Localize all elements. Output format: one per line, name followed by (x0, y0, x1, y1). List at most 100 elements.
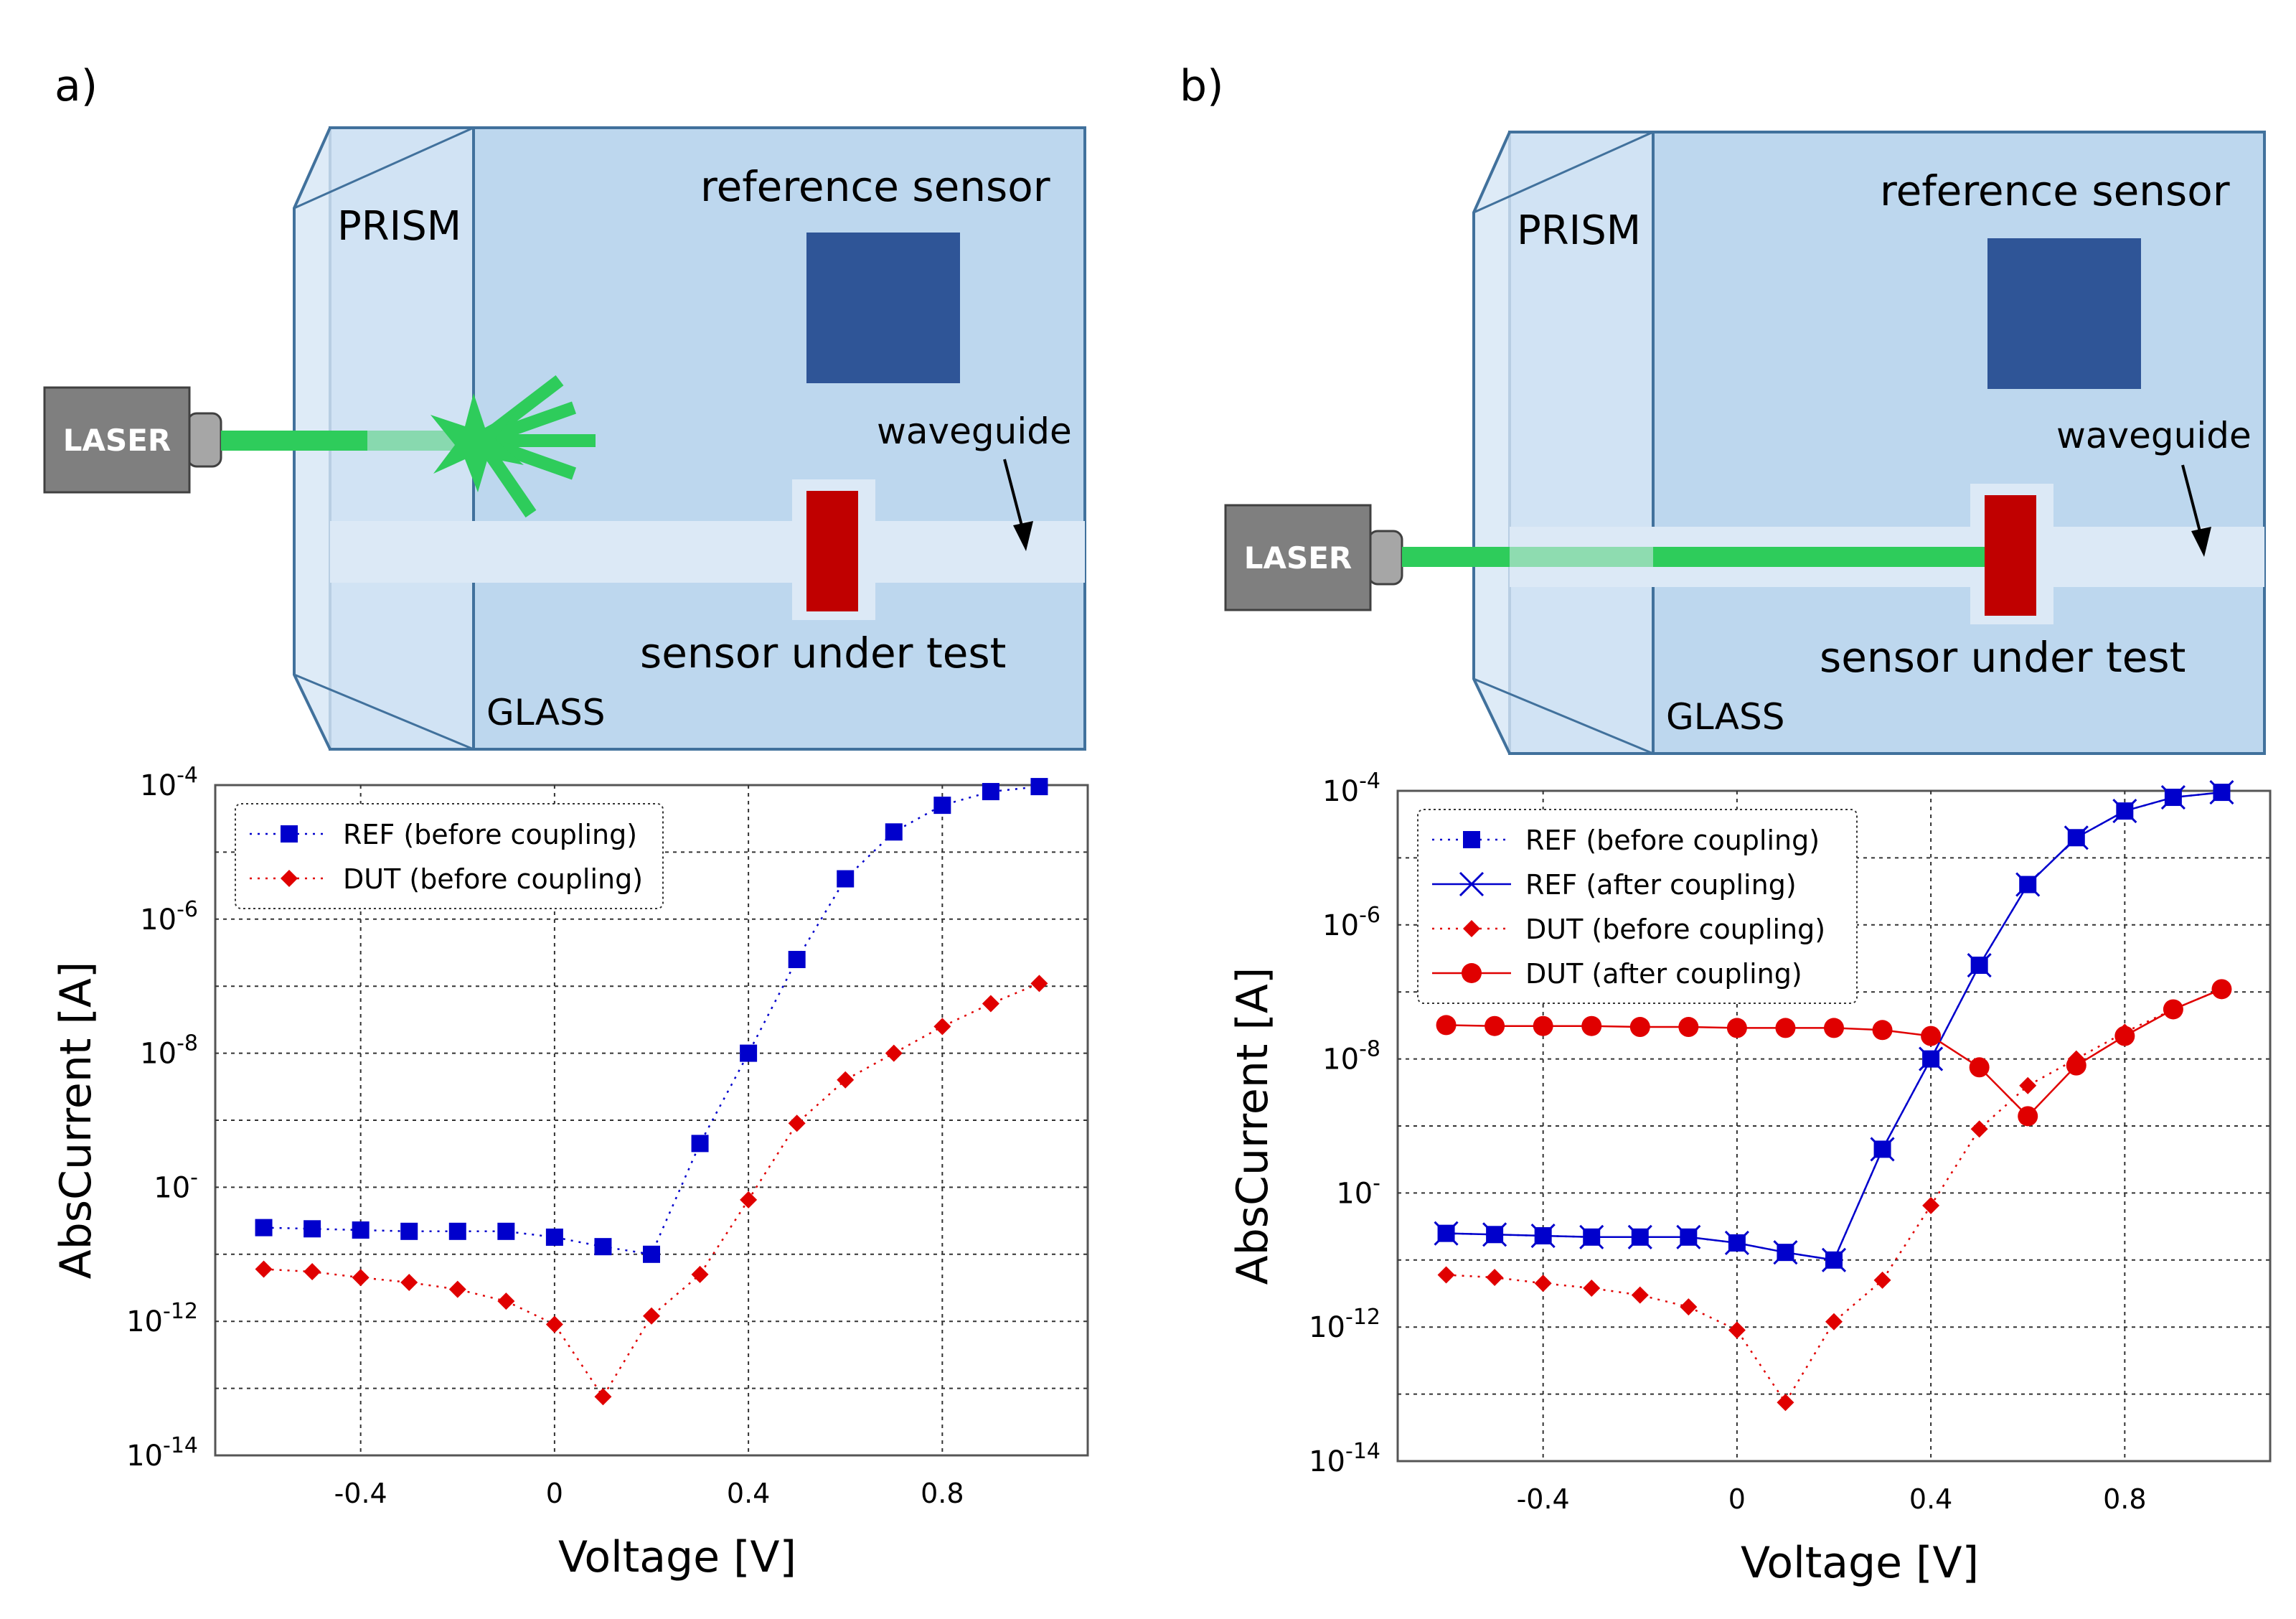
data-point-x (2160, 784, 2186, 810)
data-point-x (1870, 1137, 1895, 1162)
prism-label: PRISM (1517, 207, 1641, 254)
waveguide (330, 521, 1085, 583)
data-point-x (2112, 799, 2137, 824)
data-point-square (982, 783, 999, 801)
y-tick-label: 10- (1336, 1170, 1380, 1210)
waveguide-label: waveguide (877, 410, 1072, 452)
y-tick-label: 10-4 (1322, 769, 1380, 808)
x-tick-label: 0.4 (727, 1478, 770, 1509)
legend-marker-square (281, 825, 298, 843)
sensor-under-test (1985, 495, 2036, 616)
data-point-circle (1921, 1026, 1942, 1046)
data-point-x (1773, 1240, 1798, 1265)
data-point-diamond (1922, 1196, 1940, 1214)
data-point-x (2015, 872, 2041, 897)
data-point-square (448, 1222, 466, 1240)
legend-label: DUT (before coupling) (343, 863, 643, 895)
legend-label: REF (after coupling) (1525, 869, 1797, 901)
x-axis-title: Voltage [V] (1741, 1538, 1979, 1588)
data-point-circle (2163, 999, 2183, 1020)
data-point-diamond (1631, 1286, 1649, 1304)
data-point-circle (1726, 1018, 1747, 1038)
legend-label: DUT (before coupling) (1525, 914, 1825, 945)
reference-sensor (806, 233, 960, 383)
chart-a: -0.4 0 0.4 0.8 10-14 10-12 10- 10-8 10-6 10-4 REF… (51, 763, 1089, 1582)
data-point-diamond (1873, 1271, 1891, 1289)
legend-box (1417, 809, 1858, 1004)
data-point-diamond (255, 1260, 273, 1278)
data-point-x (1579, 1224, 1604, 1249)
legend-box (235, 803, 664, 909)
waveguide-arrowhead (2191, 527, 2211, 557)
x-tick-label: 0 (546, 1478, 563, 1509)
x-tick-label: -0.4 (334, 1478, 387, 1509)
prism-edge (293, 126, 474, 210)
legend-label: DUT (after coupling) (1525, 958, 1802, 990)
data-point-diamond (933, 1018, 951, 1036)
data-point-circle (2066, 1055, 2086, 1076)
glass-label: GLASS (1666, 696, 1784, 738)
data-point-diamond (304, 1263, 321, 1281)
data-point-diamond (1728, 1321, 1746, 1339)
sensor-under-test-label: sensor under test (640, 629, 1006, 677)
data-point-diamond (2019, 1076, 2037, 1094)
legend-marker-diamond (281, 870, 298, 887)
data-point-circle (1629, 1017, 1650, 1038)
data-point-square (1030, 778, 1048, 796)
data-point-x (1967, 952, 1992, 978)
data-point-x (1724, 1230, 1749, 1256)
data-point-square (304, 1220, 321, 1238)
prism-edge (1473, 131, 1654, 214)
data-point-diamond (352, 1269, 370, 1287)
data-point-diamond (1777, 1394, 1794, 1412)
data-point-diamond (1534, 1275, 1552, 1292)
data-point-x (1821, 1247, 1847, 1272)
x-tick-label: 0.8 (921, 1478, 964, 1509)
data-point-square (933, 797, 951, 815)
data-point-circle (1678, 1017, 1699, 1038)
data-point-x (2209, 780, 2234, 805)
data-point-diamond (691, 1265, 709, 1283)
laser-nozzle (187, 412, 222, 468)
laser-label: LASER (1244, 540, 1352, 576)
data-point-square (643, 1245, 660, 1263)
y-tick-label: 10-6 (1322, 903, 1380, 942)
data-point-x (1482, 1222, 1507, 1247)
data-point-x (1434, 1221, 1459, 1246)
data-point-circle (1872, 1020, 1893, 1041)
reference-sensor-label: reference sensor (700, 162, 1050, 211)
data-point-square (691, 1135, 709, 1153)
legend-label: REF (before coupling) (1525, 825, 1820, 856)
scatter-star (430, 393, 524, 492)
data-point-diamond (1970, 1120, 1988, 1138)
laser-label: LASER (63, 423, 171, 458)
data-point-circle (2018, 1106, 2038, 1127)
x-tick-label: -0.4 (1517, 1483, 1570, 1515)
data-point-square (400, 1222, 418, 1240)
y-tick-label: 10-4 (140, 763, 198, 802)
x-axis-title: Voltage [V] (558, 1532, 796, 1582)
data-point-square (545, 1228, 563, 1246)
sensor-under-test (806, 491, 858, 611)
legend-marker-x (1459, 871, 1485, 897)
legend-marker-square (1463, 831, 1480, 848)
laser-beam-in-waveguide (1653, 547, 1985, 567)
legend-label: REF (before coupling) (343, 819, 637, 850)
data-point-diamond (885, 1044, 903, 1062)
y-tick-label: 10-12 (126, 1299, 198, 1338)
y-axis-title: AbsCurrent [A] (51, 962, 101, 1280)
glass-label: GLASS (486, 692, 605, 733)
data-point-square (352, 1221, 370, 1239)
data-point-diamond (448, 1280, 466, 1298)
data-point-diamond (1680, 1298, 1698, 1316)
laser-body (43, 386, 191, 494)
x-tick-label: 0.4 (1909, 1483, 1952, 1515)
data-point-diamond (643, 1307, 660, 1325)
laser-beam-in-prism (1510, 547, 1653, 567)
data-point-circle (1581, 1015, 1602, 1036)
data-point-circle (1436, 1015, 1457, 1036)
y-axis-title: AbsCurrent [A] (1228, 967, 1278, 1285)
data-point-square (740, 1044, 758, 1062)
panel-b-label: b) (1180, 61, 1224, 111)
